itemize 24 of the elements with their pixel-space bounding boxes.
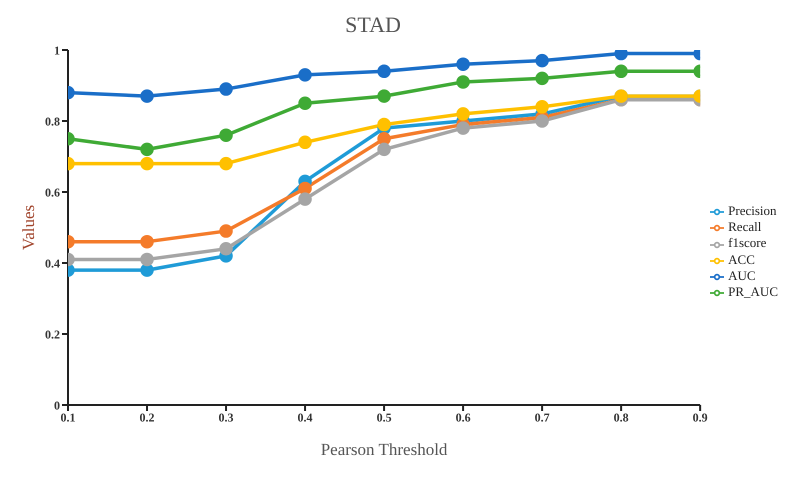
legend-label: ACC [728,252,755,266]
legend-label: AUC [728,268,756,283]
legend-label: f1score [728,235,766,250]
x-tick-label: 0.8 [614,410,629,425]
x-tick-label: 0.1 [60,410,76,425]
y-tick-label: 0.4 [45,256,60,270]
x-tick-label: 0.7 [534,410,550,425]
x-tick-label: 0.3 [218,410,234,425]
y-tick-label: 0.6 [45,185,60,200]
x-tick-label: 0.5 [376,410,392,425]
y-tick-label: 0 [54,398,60,412]
x-tick-label: 0.2 [140,410,155,425]
legend-label: PR_AUC [728,284,778,299]
legend-label: Recall [728,219,762,234]
chart-title: STAD [344,12,402,38]
y-axis-title: Values [19,204,38,250]
x-tick-label: 0.4 [298,410,313,425]
x-axis-title: Pearson Threshold [320,440,448,459]
y-tick-label: 1 [54,43,60,58]
x-tick-label: 0.9 [692,410,708,425]
x-tick-label: 0.6 [456,410,471,425]
legend-label: Precision [728,203,777,218]
y-tick-label: 0.2 [45,327,60,342]
y-tick-label: 0.8 [45,114,60,128]
